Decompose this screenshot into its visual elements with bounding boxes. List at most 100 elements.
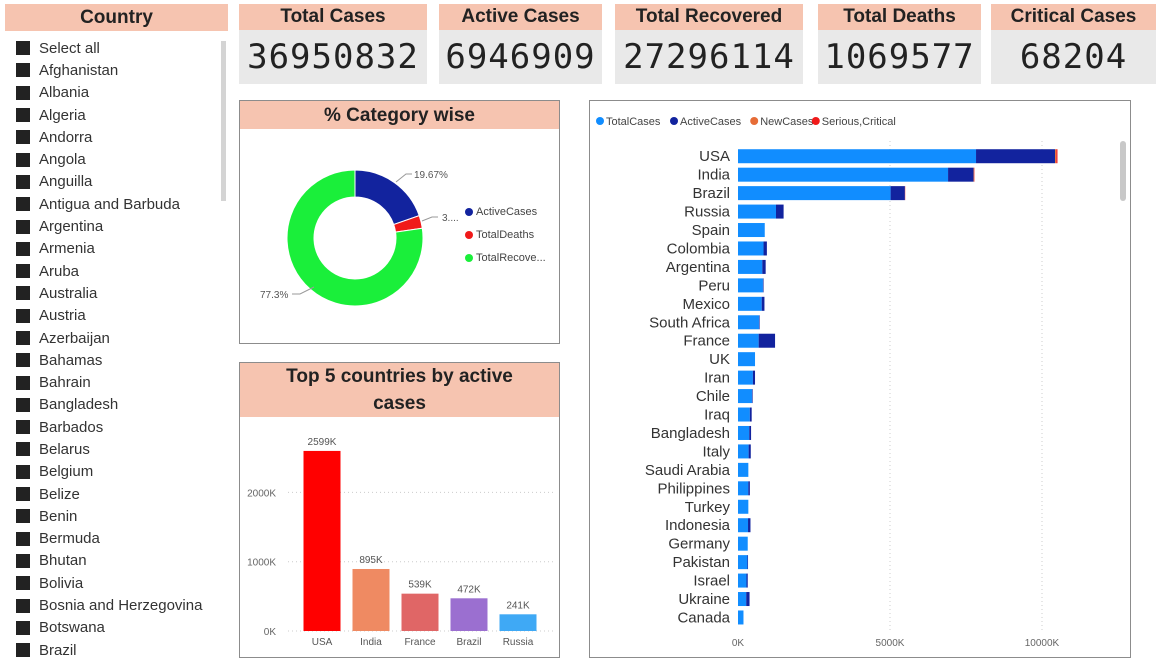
checkbox-icon[interactable] <box>16 152 30 167</box>
legend-label: TotalDeaths <box>476 229 535 241</box>
checkbox-icon[interactable] <box>16 219 30 234</box>
checkbox-icon[interactable] <box>16 397 30 412</box>
checkbox-icon[interactable] <box>16 464 30 479</box>
checkbox-icon[interactable] <box>16 598 30 613</box>
checkbox-icon[interactable] <box>16 130 30 145</box>
slicer-item[interactable]: Angola <box>16 148 216 170</box>
slicer-item[interactable]: Bahrain <box>16 371 216 393</box>
slicer-item-label: Australia <box>39 284 98 302</box>
checkbox-icon[interactable] <box>16 241 30 256</box>
slicer-item[interactable]: Anguilla <box>16 171 216 193</box>
slicer-item[interactable]: Bahamas <box>16 349 216 371</box>
donut-chart: 19.67% 3.... 77.3% ActiveCases TotalDeaths To… <box>260 169 546 307</box>
y-category-label: Chile <box>696 388 730 405</box>
legend-marker <box>465 231 473 239</box>
slicer-item[interactable]: Afghanistan <box>16 59 216 81</box>
donut-slice-recovered <box>286 169 424 307</box>
checkbox-icon[interactable] <box>16 308 30 323</box>
checkbox-icon[interactable] <box>16 643 30 658</box>
checkbox-icon[interactable] <box>16 353 30 368</box>
stacked-bar-segment <box>738 481 749 496</box>
slicer-item[interactable]: Belgium <box>16 461 216 483</box>
checkbox-icon[interactable] <box>16 85 30 100</box>
bar-data-label: 472K <box>457 584 481 595</box>
stacked-bar-segment <box>738 444 749 459</box>
checkbox-icon[interactable] <box>16 41 30 56</box>
stacked-bar-segment <box>738 499 749 514</box>
stacked-bar-segment <box>748 481 750 496</box>
checkbox-icon[interactable] <box>16 197 30 212</box>
slicer-item[interactable]: Belarus <box>16 438 216 460</box>
stacked-bar-segment <box>738 536 748 551</box>
stacked-bar-segment <box>738 610 744 625</box>
slicer-item[interactable]: Bhutan <box>16 550 216 572</box>
checkbox-icon[interactable] <box>16 509 30 524</box>
y-category-label: Canada <box>677 609 730 626</box>
slicer-item[interactable]: Belize <box>16 483 216 505</box>
bar <box>303 450 341 631</box>
checkbox-icon[interactable] <box>16 264 30 279</box>
slicer-item[interactable]: Botswana <box>16 617 216 639</box>
slicer-item-label: Belize <box>39 485 80 503</box>
slicer-item[interactable]: Bermuda <box>16 528 216 550</box>
stacked-bar-panel: TotalCases ActiveCases NewCases Serious,Cri… <box>589 100 1131 658</box>
stacked-bar-segment <box>738 518 749 533</box>
slicer-item-label: Andorra <box>39 128 93 146</box>
checkbox-icon[interactable] <box>16 375 30 390</box>
legend-label: ActiveCases <box>476 206 538 218</box>
slicer-item-label: Anguilla <box>39 173 93 191</box>
y-category-label: Spain <box>692 222 730 239</box>
slicer-item[interactable]: Barbados <box>16 416 216 438</box>
checkbox-icon[interactable] <box>16 553 30 568</box>
checkbox-icon[interactable] <box>16 286 30 301</box>
checkbox-icon[interactable] <box>16 331 30 345</box>
slicer-item[interactable]: Algeria <box>16 104 216 126</box>
slicer-item[interactable]: Bangladesh <box>16 394 216 416</box>
y-category-label: Ukraine <box>678 591 730 608</box>
checkbox-icon[interactable] <box>16 174 30 189</box>
checkbox-icon[interactable] <box>16 620 30 635</box>
slicer-item[interactable]: Armenia <box>16 238 216 260</box>
slicer-item[interactable]: Azerbaijan <box>16 327 216 349</box>
stacked-bar-segment <box>738 333 759 348</box>
slicer-item[interactable]: Australia <box>16 282 216 304</box>
slicer-item[interactable]: Aruba <box>16 260 216 282</box>
slicer-item[interactable]: Benin <box>16 505 216 527</box>
stacked-bar-segment <box>747 555 749 570</box>
top5-title: Top 5 countries by active cases <box>240 363 559 417</box>
checkbox-icon[interactable] <box>16 576 30 591</box>
checkbox-icon[interactable] <box>16 531 30 546</box>
y-category-label: India <box>697 167 730 184</box>
slicer-item[interactable]: Albania <box>16 82 216 104</box>
chart-scrollbar[interactable] <box>1120 141 1126 201</box>
kpi-value: 1069577 <box>824 37 975 77</box>
y-category-label: UK <box>709 351 730 368</box>
legend-marker <box>465 208 473 216</box>
slicer-title: Country <box>5 4 228 31</box>
slicer-item-label: Brazil <box>39 641 77 659</box>
checkbox-icon[interactable] <box>16 108 30 123</box>
checkbox-icon[interactable] <box>16 487 30 502</box>
x-tick-label: USA <box>312 637 333 648</box>
slicer-item-label: Azerbaijan <box>39 329 110 347</box>
y-category-label: Pakistan <box>672 554 730 571</box>
slicer-item[interactable]: Antigua and Barbuda <box>16 193 216 215</box>
stacked-bar-segment <box>758 315 760 330</box>
stacked-bar-segment <box>738 296 762 311</box>
slicer-item-label: Argentina <box>39 218 104 236</box>
stacked-bar-segment <box>746 573 748 588</box>
slicer-item[interactable]: Argentina <box>16 215 216 237</box>
slicer-item[interactable]: Bolivia <box>16 572 216 594</box>
checkbox-icon[interactable] <box>16 63 30 78</box>
slicer-item[interactable]: Andorra <box>16 126 216 148</box>
checkbox-icon[interactable] <box>16 420 30 435</box>
stacked-bar-segment <box>738 149 977 164</box>
checkbox-icon[interactable] <box>16 442 30 457</box>
slicer-item[interactable]: Brazil <box>16 639 216 661</box>
slicer-item[interactable]: Austria <box>16 305 216 327</box>
slicer-item[interactable]: Select all <box>16 37 216 59</box>
slicer-item[interactable]: Bosnia and Herzegovina <box>16 594 216 616</box>
bar <box>499 614 537 631</box>
slicer-scrollbar[interactable] <box>221 41 226 201</box>
